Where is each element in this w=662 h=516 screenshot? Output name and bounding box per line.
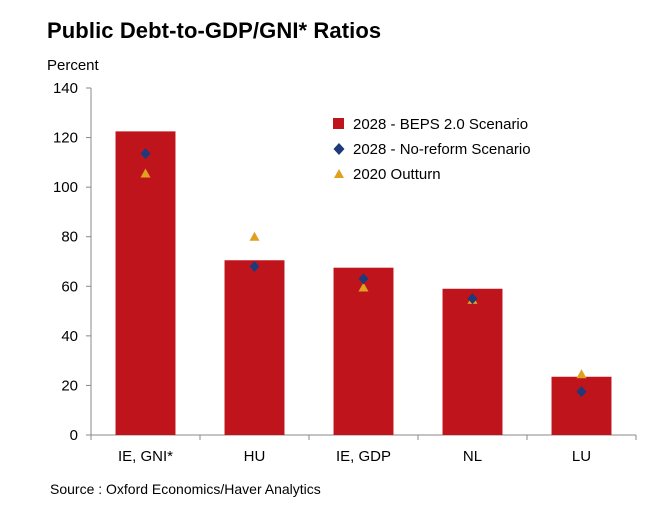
x-tick-label: HU	[244, 448, 266, 465]
bar-beps-2028	[115, 131, 176, 435]
marker-no-reform-2028	[358, 273, 369, 285]
y-tick-label: 80	[61, 229, 78, 246]
marker-no-reform-2028	[249, 260, 260, 272]
y-tick-label: 120	[53, 130, 78, 147]
marker-2020-outturn	[576, 369, 587, 379]
y-axis-unit-label: Percent	[47, 57, 99, 74]
x-tick-label: LU	[572, 448, 591, 465]
legend-label: 2028 - No-reform Scenario	[353, 141, 531, 158]
marker-no-reform-2028	[467, 293, 478, 305]
bar-beps-2028	[333, 267, 394, 435]
x-tick-label: NL	[463, 448, 482, 465]
y-tick-label: 0	[70, 427, 78, 444]
marker-no-reform-2028	[140, 148, 151, 160]
x-tick-label: IE, GNI*	[118, 448, 173, 465]
chart-title: Public Debt-to-GDP/GNI* Ratios	[47, 18, 382, 43]
y-tick-label: 100	[53, 179, 78, 196]
legend-swatch-triangle	[334, 169, 344, 178]
y-tick-label: 60	[61, 278, 78, 295]
marker-2020-outturn	[249, 231, 260, 241]
legend-label: 2020 Outturn	[353, 166, 441, 183]
marker-2020-outturn	[358, 282, 369, 292]
marker-no-reform-2028	[576, 386, 587, 398]
legend-swatch-bar	[333, 118, 344, 129]
bar-beps-2028	[442, 288, 503, 435]
source-note: Source : Oxford Economics/Haver Analytic…	[50, 481, 321, 497]
marker-2020-outturn	[140, 168, 151, 178]
y-tick-label: 140	[53, 80, 78, 97]
y-tick-label: 20	[61, 377, 78, 394]
x-tick-label: IE, GDP	[336, 448, 391, 465]
bar-beps-2028	[551, 376, 612, 435]
legend-swatch-diamond	[333, 143, 345, 155]
legend-label: 2028 - BEPS 2.0 Scenario	[353, 116, 528, 133]
y-tick-label: 40	[61, 328, 78, 345]
bar-beps-2028	[224, 260, 285, 435]
